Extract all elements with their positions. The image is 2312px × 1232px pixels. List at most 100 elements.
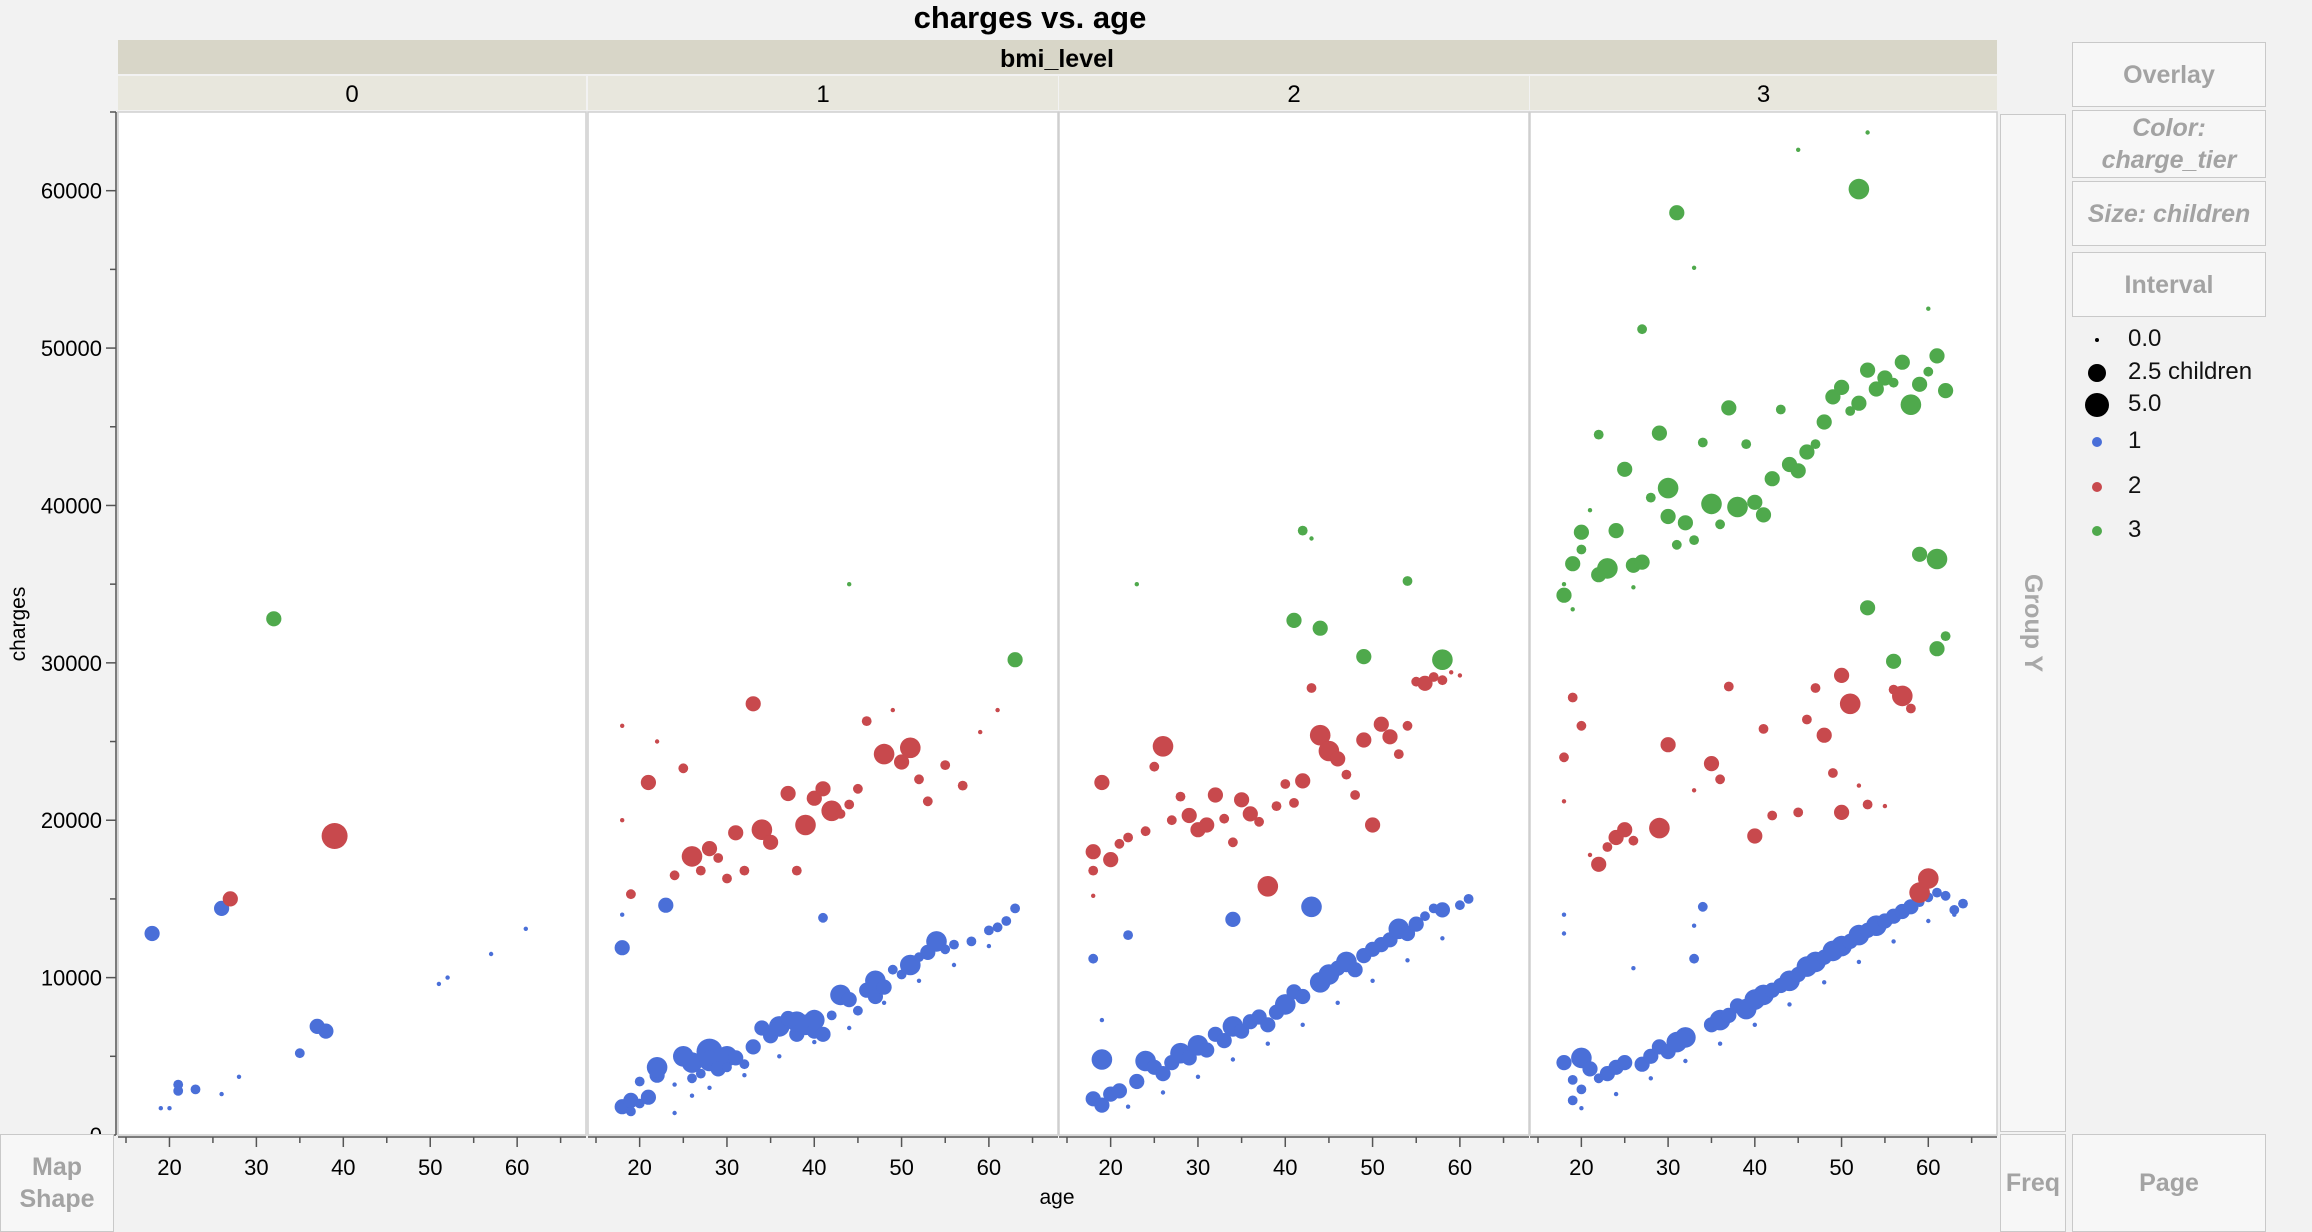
data-point (1660, 737, 1676, 753)
data-point (1123, 930, 1133, 940)
data-point (1926, 918, 1931, 924)
freq-button[interactable]: Freq (2000, 1134, 2066, 1232)
legend-color-3-label: 3 (2128, 516, 2142, 543)
data-point (1437, 675, 1448, 686)
data-point (1691, 788, 1697, 793)
legend-color-dot (2092, 526, 2102, 536)
overlay-button[interactable]: Overlay (2072, 42, 2266, 107)
data-point (739, 1059, 750, 1070)
series-2-panel-0 (222, 823, 348, 907)
data-point (1649, 817, 1670, 839)
interval-button[interactable]: Interval (2072, 252, 2266, 317)
data-point (1848, 178, 1870, 200)
data-point (1140, 826, 1151, 837)
data-point (804, 1009, 825, 1031)
data-point (1689, 535, 1699, 545)
page-button[interactable]: Page (2072, 1134, 2266, 1232)
y-tick-label: 50000 (41, 336, 102, 361)
x-tick-label: 30 (244, 1155, 268, 1180)
data-point (1834, 667, 1850, 684)
data-point (1691, 265, 1697, 270)
data-point (745, 1039, 761, 1055)
data-point (1085, 844, 1101, 860)
data-point (167, 1106, 172, 1111)
data-point (144, 925, 160, 942)
data-point (957, 780, 968, 791)
x-tick-label: 30 (715, 1155, 739, 1180)
data-point (1940, 890, 1951, 901)
data-point (1860, 362, 1876, 378)
series-3-panel-2 (1134, 525, 1453, 670)
x-tick-label: 50 (1829, 1155, 1853, 1180)
series-3-panel-1 (847, 582, 1023, 668)
data-point (1260, 1017, 1276, 1033)
data-point (1175, 791, 1186, 802)
y-tick-label: 30000 (41, 651, 102, 676)
data-point (1741, 439, 1752, 449)
data-point (1573, 524, 1589, 540)
data-point (1561, 582, 1567, 587)
data-point (1828, 768, 1838, 778)
legend-size-0-label: 0.0 (2128, 325, 2162, 352)
data-point (978, 729, 983, 735)
data-point (1645, 492, 1656, 503)
group-y-zone[interactable]: Group Y (2000, 114, 2066, 1132)
data-point (844, 799, 855, 810)
data-point (1570, 607, 1575, 612)
map-shape-button[interactable]: Map Shape (0, 1134, 114, 1232)
data-point (1286, 612, 1302, 629)
data-point (1648, 1076, 1654, 1081)
data-point (995, 707, 1000, 713)
data-point (523, 926, 528, 931)
x-tick-label: 60 (505, 1155, 529, 1180)
series-2-panel-1 (620, 696, 1000, 900)
data-point (1747, 828, 1763, 844)
data-point (1289, 798, 1299, 808)
data-point (1912, 376, 1928, 392)
data-point (1802, 714, 1812, 725)
group-y-label: Group Y (2019, 573, 2047, 673)
data-point (1356, 732, 1372, 748)
panel-header-label: 2 (1287, 81, 1300, 108)
data-point (728, 825, 744, 841)
data-point (1561, 931, 1567, 936)
data-point (681, 1052, 703, 1073)
color-button[interactable]: Color: charge_tier (2072, 110, 2266, 178)
data-point (1958, 898, 1968, 909)
data-point (1886, 653, 1902, 669)
data-point (1155, 1066, 1171, 1082)
data-point (1125, 1104, 1131, 1109)
data-point (1440, 936, 1445, 941)
data-point (1420, 911, 1430, 922)
data-point (1755, 507, 1772, 523)
data-point (634, 1076, 645, 1087)
data-point (1134, 582, 1140, 587)
x-tick-label: 30 (1656, 1155, 1680, 1180)
data-point (658, 897, 674, 913)
x-tick-label: 40 (1743, 1155, 1767, 1180)
data-point (1810, 683, 1821, 693)
data-point (173, 1086, 184, 1096)
data-point (1297, 525, 1308, 536)
data-point (713, 853, 724, 863)
data-point (1631, 585, 1636, 590)
data-point (614, 940, 630, 956)
size-button[interactable]: Size: children (2072, 181, 2266, 246)
data-point (1449, 670, 1454, 675)
legend-color-2-label: 2 (2128, 472, 2142, 499)
data-point (1810, 439, 1821, 449)
series-1-panel-1 (614, 897, 1020, 1117)
legend-color-dot (2092, 437, 2102, 447)
data-point (1561, 912, 1567, 917)
data-point (190, 1084, 201, 1095)
data-point (1891, 939, 1896, 944)
x-tick-label: 40 (1273, 1155, 1297, 1180)
data-point (1234, 792, 1250, 808)
data-point (777, 1054, 782, 1059)
data-point (1758, 724, 1769, 734)
data-point (695, 865, 706, 876)
panel-plot-area (587, 111, 1059, 1136)
data-point (992, 922, 1003, 933)
data-point (1301, 896, 1322, 918)
data-point (1567, 692, 1578, 703)
